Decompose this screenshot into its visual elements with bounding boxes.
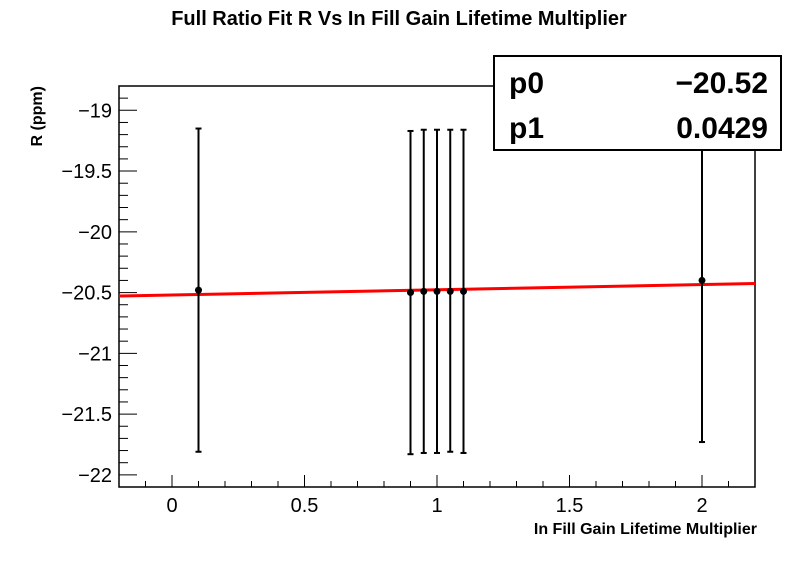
x-tick-label: 0 xyxy=(166,495,177,517)
y-tick-label: −22 xyxy=(78,465,112,487)
x-axis-label: In Fill Gain Lifetime Multiplier xyxy=(534,521,757,538)
data-point xyxy=(407,289,414,297)
y-tick-label: −21.5 xyxy=(61,404,112,426)
data-point xyxy=(433,287,441,295)
y-minor-ticks xyxy=(119,85,128,488)
y-tick-label: −21 xyxy=(78,343,112,365)
stats-p1-name: p1 xyxy=(509,112,544,145)
x-minor-ticks xyxy=(118,481,756,487)
stats-p0-name: p0 xyxy=(509,67,544,100)
chart-title: Full Ratio Fit R Vs In Fill Gain Lifetim… xyxy=(171,8,627,30)
stats-box: p0 −20.52 p1 0.0429 xyxy=(493,55,782,151)
x-tick-label: 1 xyxy=(431,495,442,517)
x-tick-label: 1.5 xyxy=(556,495,584,517)
data-point xyxy=(446,287,454,295)
data-points xyxy=(195,117,706,456)
data-point xyxy=(698,276,706,284)
x-tick-label: 0.5 xyxy=(291,495,319,517)
stats-p1-value: 0.0429 xyxy=(676,112,768,145)
y-axis-label: R (ppm) xyxy=(29,86,46,146)
data-point xyxy=(420,287,428,295)
stats-p0-value: −20.52 xyxy=(675,67,768,100)
data-point xyxy=(460,287,467,295)
x-axis: 0 0.5 1 1.5 2 xyxy=(166,475,708,517)
stats-box-frame xyxy=(493,55,782,151)
y-tick-label: −19.5 xyxy=(61,161,112,183)
y-tick-label: −20 xyxy=(78,222,112,244)
y-tick-label: −20.5 xyxy=(61,283,112,305)
x-tick-label: 2 xyxy=(696,495,707,517)
y-tick-label: −19 xyxy=(78,100,112,122)
y-axis: −19 −19.5 −20 −20.5 −21 −21.5 −22 xyxy=(61,100,137,487)
data-point xyxy=(195,286,202,294)
